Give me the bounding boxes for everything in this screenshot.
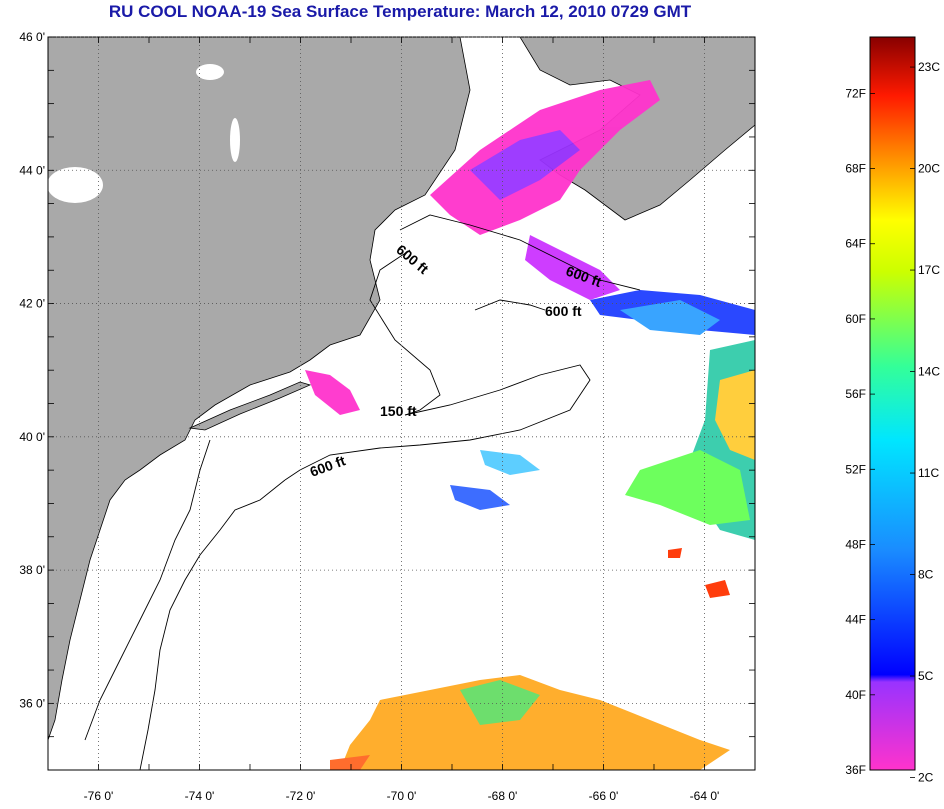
fahrenheit-label: 48F	[845, 537, 866, 551]
celsius-labels: 23C 20C 17C 14C 11C 8C 5C 2C	[910, 60, 940, 785]
fahrenheit-label: 40F	[845, 688, 866, 702]
latitude-ticks: 46 0' 44 0' 42 0' 40 0' 38 0' 36 0'	[19, 30, 755, 771]
lon-tick-label: -70 0'	[387, 789, 417, 803]
contour-label: 150 ft	[380, 403, 417, 419]
lake	[196, 64, 224, 80]
fahrenheit-label: 72F	[845, 86, 866, 100]
longitude-ticks: -76 0' -74 0' -72 0' -70 0' -68 0' -66 0' -64 …	[47, 37, 756, 803]
lon-tick-label: -74 0'	[185, 789, 215, 803]
fahrenheit-label: 44F	[845, 613, 866, 627]
lon-tick-label: -68 0'	[488, 789, 518, 803]
land-maritimes	[519, 37, 755, 221]
land-long-island	[188, 381, 312, 431]
lat-tick-label: 42 0'	[19, 297, 45, 311]
lon-tick-label: -72 0'	[286, 789, 316, 803]
lon-tick-label: -64 0'	[690, 789, 720, 803]
lon-tick-label: -66 0'	[589, 789, 619, 803]
lake	[230, 118, 240, 162]
fahrenheit-label: 64F	[845, 237, 866, 251]
celsius-label: 8C	[918, 568, 934, 582]
fahrenheit-label: 68F	[845, 162, 866, 176]
fahrenheit-label: 36F	[845, 763, 866, 777]
fahrenheit-labels: 72F 68F 64F 60F 56F 52F 48F 44F 40F 36F	[845, 86, 875, 777]
celsius-label: 17C	[918, 263, 940, 277]
sst-patches	[305, 80, 755, 770]
lon-tick-label: -76 0'	[84, 789, 114, 803]
temperature-colorbar: 72F 68F 64F 60F 56F 52F 48F 44F 40F 36F 23C 20C 17C…	[845, 36, 940, 785]
celsius-label: 11C	[918, 466, 939, 480]
colorbar-gradient	[869, 36, 916, 771]
celsius-label: 14C	[918, 365, 940, 379]
fahrenheit-label: 60F	[845, 312, 866, 326]
lat-tick-label: 44 0'	[19, 163, 45, 177]
lat-tick-label: 46 0'	[19, 30, 45, 44]
lat-tick-label: 38 0'	[19, 563, 45, 577]
lat-tick-label: 36 0'	[19, 696, 45, 710]
sst-map: 46 0' 44 0' 42 0' 40 0' 38 0' 36 0' -76 0' -74…	[19, 30, 756, 803]
lat-tick-label: 40 0'	[19, 430, 45, 444]
celsius-label: 23C	[918, 60, 940, 74]
fahrenheit-label: 56F	[845, 387, 866, 401]
map-title: RU COOL NOAA-19 Sea Surface Temperature:…	[108, 2, 692, 21]
contour-label: 600 ft	[545, 303, 582, 319]
celsius-label: 5C	[918, 669, 934, 683]
celsius-label: 20C	[918, 162, 940, 176]
lake	[48, 167, 103, 203]
celsius-label: 2C	[918, 771, 934, 785]
fahrenheit-label: 52F	[845, 462, 866, 476]
land-mainland	[48, 37, 471, 741]
